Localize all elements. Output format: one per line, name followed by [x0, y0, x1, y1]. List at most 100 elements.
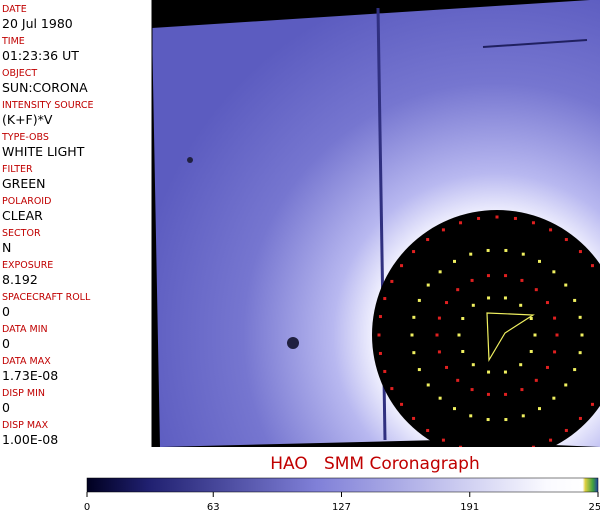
dot — [578, 416, 582, 420]
field-value: GREEN — [2, 176, 46, 191]
dot — [545, 301, 549, 305]
dot — [578, 315, 582, 319]
dot — [453, 259, 456, 263]
dot — [573, 368, 577, 372]
dot — [553, 350, 557, 354]
dot — [426, 383, 430, 387]
field-label: DATA MIN — [2, 324, 48, 335]
dot — [412, 351, 416, 355]
field-value: 01:23:36 UT — [2, 48, 79, 63]
dot — [578, 250, 582, 254]
dot — [495, 215, 499, 219]
dot — [390, 387, 394, 391]
dot — [534, 378, 538, 382]
sector-outline — [486, 312, 535, 363]
dot — [573, 298, 577, 302]
field-value: 0 — [2, 304, 10, 319]
dot — [553, 316, 557, 320]
dot — [504, 392, 508, 396]
dot — [441, 438, 445, 442]
dot — [519, 363, 523, 367]
dot — [470, 278, 474, 282]
field-value: 0 — [2, 336, 10, 351]
field-label: DATA MAX — [2, 356, 51, 367]
dot — [378, 315, 382, 319]
colorbar-tick-label: 63 — [207, 502, 220, 512]
dot — [487, 370, 491, 374]
field-label: EXPOSURE — [2, 260, 54, 271]
dot — [521, 414, 525, 418]
dot — [578, 351, 582, 355]
dot — [513, 216, 517, 220]
dot — [469, 414, 473, 418]
dot — [534, 288, 538, 292]
dot — [435, 333, 439, 337]
dot — [504, 418, 508, 422]
dot — [426, 238, 430, 242]
field-value: N — [2, 240, 12, 255]
dot — [519, 303, 523, 307]
field-value: 20 Jul 1980 — [2, 16, 73, 31]
dot — [412, 315, 416, 319]
spot — [187, 157, 193, 163]
title: HAO SMM Coronagraph — [270, 454, 479, 474]
dot — [461, 317, 465, 321]
dot — [437, 350, 441, 354]
dot — [390, 279, 394, 283]
dot — [456, 288, 460, 292]
dot — [564, 238, 568, 242]
field-label: DATE — [2, 4, 27, 15]
field-label: FILTER — [2, 164, 33, 175]
field-value: CLEAR — [2, 208, 43, 223]
dot — [453, 407, 456, 411]
field-value: (K+F)*V — [2, 112, 53, 127]
dot — [378, 351, 382, 355]
dot — [590, 264, 594, 268]
dot — [426, 283, 430, 287]
field-label: POLAROID — [2, 196, 52, 207]
field-label: TYPE-OBS — [2, 132, 49, 143]
dot — [503, 370, 507, 374]
dot — [520, 388, 524, 392]
dot — [486, 248, 490, 252]
dot — [529, 349, 533, 353]
field-label: TIME — [2, 36, 25, 47]
colorbar-tick-label: 191 — [460, 502, 479, 512]
dot — [504, 248, 508, 252]
field-value: WHITE LIGHT — [2, 144, 85, 159]
field-label: DISP MIN — [2, 388, 46, 399]
colorbar — [86, 477, 599, 493]
dot — [377, 333, 381, 337]
dot — [549, 228, 553, 232]
dot — [383, 297, 387, 301]
dot — [486, 274, 490, 278]
field-label: DISP MAX — [2, 420, 49, 431]
dot — [456, 378, 460, 382]
dot — [564, 428, 568, 432]
dot — [438, 396, 442, 400]
spot — [287, 337, 299, 349]
field-label: SPACECRAFT ROLL — [2, 292, 91, 303]
dot — [457, 333, 461, 337]
dot — [400, 402, 404, 406]
colorbar-tick-label: 0 — [84, 502, 90, 512]
field-value: SUN:CORONA — [2, 80, 88, 95]
dot — [470, 388, 474, 392]
dot — [580, 333, 584, 337]
dot — [471, 363, 475, 367]
colorbar-tick-label: 255 — [588, 502, 600, 512]
dot — [555, 333, 559, 337]
dot — [445, 365, 449, 369]
dot — [400, 264, 404, 268]
dot — [469, 252, 473, 256]
colorbar-tick-label: 127 — [332, 502, 351, 512]
dot — [521, 252, 525, 256]
dot — [552, 396, 556, 400]
dot — [503, 296, 507, 300]
dot — [590, 402, 594, 406]
dot — [437, 316, 441, 320]
dot — [486, 418, 490, 422]
field-value: 0 — [2, 400, 10, 415]
dot — [438, 270, 442, 274]
